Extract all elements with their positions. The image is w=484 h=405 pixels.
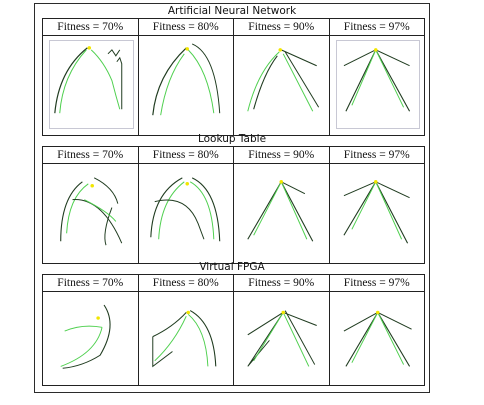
ann-cell-97: Fitness = 97%	[329, 19, 425, 135]
fpga-cell-97: Fitness = 97%	[329, 275, 425, 385]
ann-plot-80	[139, 36, 234, 135]
fpga-trajectory-90	[247, 310, 317, 367]
lookup-trajectory-80	[149, 177, 220, 242]
lookup-header-97: Fitness = 97%	[329, 147, 424, 164]
ann-cell-90: Fitness = 90%	[234, 19, 330, 135]
lookup-trajectory-97	[342, 180, 410, 244]
ann-plot-97	[330, 36, 425, 135]
lookup-cell-90: Fitness = 90%	[234, 147, 330, 263]
fpga-cell-70: Fitness = 70%	[43, 275, 139, 385]
ann-trajectory-97	[343, 48, 410, 112]
fpga-plot-80	[139, 292, 234, 385]
fpga-trajectory-80	[151, 310, 216, 368]
ann-plot-70-inset	[49, 40, 134, 129]
section-title-ann: Artificial Neural Network	[167, 5, 297, 17]
ann-cell-80: Fitness = 80%	[138, 19, 234, 135]
ann-trajectory-70	[54, 46, 123, 114]
fpga-cell-80: Fitness = 80%	[138, 275, 234, 385]
fpga-plot-90	[234, 292, 329, 385]
ann-header-97: Fitness = 97%	[329, 19, 424, 36]
lookup-cell-97: Fitness = 97%	[329, 147, 425, 263]
lookup-header-80: Fitness = 80%	[138, 147, 233, 164]
fpga-cell-90: Fitness = 90%	[234, 275, 330, 385]
ann-header-70: Fitness = 70%	[43, 19, 138, 36]
fpga-plot-70	[43, 292, 138, 385]
ann-header-90: Fitness = 90%	[234, 19, 329, 36]
lookup-header-70: Fitness = 70%	[43, 147, 138, 164]
fpga-header-97: Fitness = 97%	[329, 275, 424, 292]
ann-trajectory-80	[151, 43, 220, 116]
section-title-lookup: Lookup Table	[197, 133, 267, 145]
lookup-cell-70: Fitness = 70%	[43, 147, 139, 263]
lookup-plot-70	[43, 164, 138, 263]
lookup-plot-97	[330, 164, 425, 263]
lookup-cell-80: Fitness = 80%	[138, 147, 234, 263]
lookup-grid: Fitness = 70% Fitness = 80%	[42, 146, 425, 264]
ann-cell-70: Fitness = 70%	[43, 19, 139, 135]
ann-header-80: Fitness = 80%	[138, 19, 233, 36]
lookup-trajectory-90	[247, 180, 314, 242]
fpga-grid: Fitness = 70% Fitness = 80%	[42, 274, 425, 386]
fpga-header-80: Fitness = 80%	[138, 275, 233, 292]
lookup-plot-80	[139, 164, 234, 263]
fpga-trajectory-97	[343, 310, 412, 367]
fpga-header-70: Fitness = 70%	[43, 275, 138, 292]
lookup-trajectory-70	[60, 177, 123, 246]
figure-frame: Artificial Neural Network Fitness = 70% …	[34, 3, 430, 393]
fpga-trajectory-70	[60, 304, 111, 369]
lookup-plot-90	[234, 164, 329, 263]
ann-plot-90	[234, 36, 329, 135]
fpga-header-90: Fitness = 90%	[234, 275, 329, 292]
lookup-header-90: Fitness = 90%	[234, 147, 329, 164]
ann-grid: Fitness = 70% Fitness = 80%	[42, 18, 425, 136]
section-title-fpga: Virtual FPGA	[199, 261, 265, 273]
ann-plot-97-inset	[335, 40, 420, 129]
ann-trajectory-90	[247, 48, 320, 112]
ann-plot-70	[43, 36, 138, 135]
fpga-plot-97	[330, 292, 425, 385]
